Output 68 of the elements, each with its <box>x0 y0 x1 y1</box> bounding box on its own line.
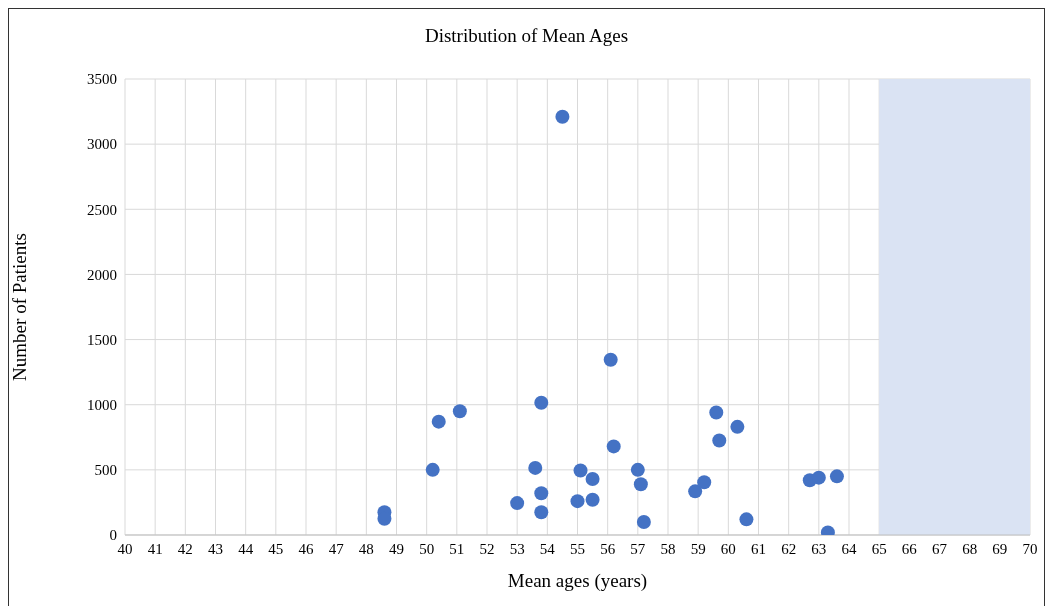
point <box>534 505 549 520</box>
x-tick-label: 60 <box>720 540 736 557</box>
x-tick-label: 54 <box>539 540 556 557</box>
point <box>712 433 727 448</box>
x-tick-label: 57 <box>630 540 646 557</box>
point <box>606 439 621 454</box>
x-tick-label: 59 <box>690 540 706 557</box>
point <box>829 469 844 484</box>
x-tick-label: 70 <box>1022 540 1038 557</box>
x-tick-label: 62 <box>781 540 797 557</box>
x-tick-label: 43 <box>208 540 223 557</box>
point <box>630 462 645 477</box>
x-tick-label: 47 <box>328 540 345 557</box>
point <box>811 470 826 485</box>
x-tick-label: 61 <box>751 540 766 557</box>
x-tick-label: 56 <box>600 540 616 557</box>
x-tick-label: 40 <box>117 540 133 557</box>
x-tick-label: 64 <box>841 540 857 557</box>
x-tick-label: 52 <box>479 540 495 557</box>
point <box>452 404 467 419</box>
point <box>633 477 648 492</box>
point <box>528 460 543 475</box>
x-tick-label: 65 <box>871 540 887 557</box>
point <box>510 496 525 511</box>
point <box>570 494 585 509</box>
x-tick-label: 48 <box>358 540 374 557</box>
y-axis-title: Number of Patients <box>8 233 30 381</box>
x-tick-label: 53 <box>509 540 525 557</box>
point <box>585 492 600 507</box>
point <box>739 512 754 527</box>
point <box>534 486 549 501</box>
x-tick-label: 66 <box>901 540 918 557</box>
x-tick-label: 41 <box>147 540 163 557</box>
chart-title: Distribution of Mean Ages <box>423 25 630 47</box>
point <box>688 484 703 499</box>
y-tick-label: 2500 <box>87 201 117 218</box>
point <box>573 463 588 478</box>
y-tick-label: 2000 <box>87 266 117 283</box>
point <box>730 419 745 434</box>
point <box>636 514 651 529</box>
y-tick-label: 500 <box>94 462 117 479</box>
x-tick-label: 49 <box>389 540 404 557</box>
y-tick-label: 1000 <box>87 397 117 414</box>
point <box>431 414 446 429</box>
x-tick-label: 55 <box>570 540 585 557</box>
x-tick-label: 69 <box>992 540 1008 557</box>
y-tick-label: 3500 <box>87 71 117 88</box>
x-tick-label: 67 <box>932 540 948 557</box>
x-tick-label: 51 <box>449 540 465 557</box>
x-tick-label: 58 <box>660 540 676 557</box>
x-tick-label: 44 <box>238 540 254 557</box>
x-tick-label: 50 <box>419 540 435 557</box>
x-tick-label: 42 <box>177 540 193 557</box>
point <box>585 471 600 486</box>
x-tick-label: 45 <box>268 540 284 557</box>
point <box>534 395 549 410</box>
y-tick-label: 1500 <box>87 331 117 348</box>
y-tick-label: 0 <box>109 527 117 544</box>
point <box>697 475 712 490</box>
y-tick-label: 3000 <box>87 136 117 153</box>
x-tick-label: 68 <box>962 540 978 557</box>
point <box>709 405 724 420</box>
point <box>555 109 570 124</box>
x-tick-label: 46 <box>298 540 314 557</box>
point <box>425 462 440 477</box>
x-tick-label: 63 <box>811 540 827 557</box>
point <box>603 352 618 367</box>
x-axis-title: Mean ages (years) <box>507 570 648 592</box>
